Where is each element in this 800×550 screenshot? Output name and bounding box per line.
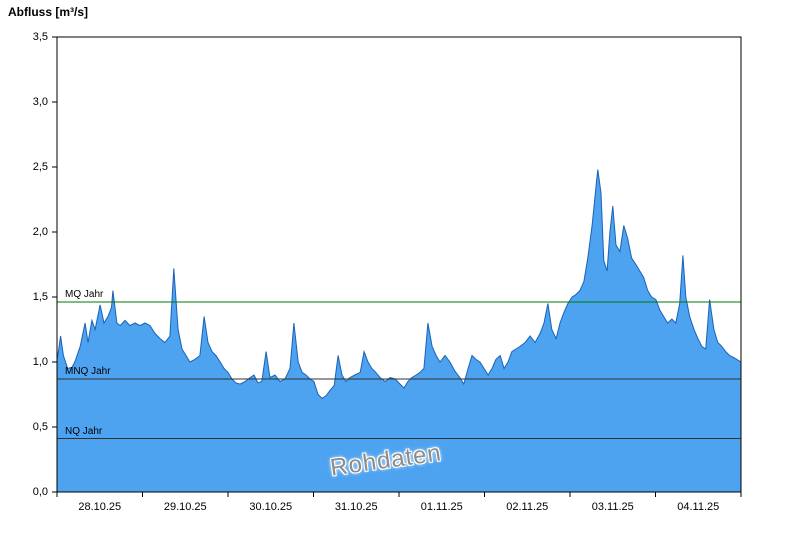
- x-axis-tick-label: 31.10.25: [334, 501, 378, 513]
- x-axis-tick-label: 28.10.25: [78, 501, 122, 513]
- discharge-line: [56, 169, 742, 400]
- y-axis-tick-label: 2,0: [32, 226, 48, 238]
- y-axis-tick-label: 0,5: [32, 421, 48, 433]
- reference-line-label-nq-jahr: NQ Jahr: [65, 425, 103, 437]
- x-axis-tick-label: 04.11.25: [677, 501, 720, 513]
- y-axis-tick-label: 3,5: [32, 31, 48, 43]
- y-axis-tick-label: 1,0: [32, 356, 48, 368]
- x-axis-tick-label: 02.11.25: [506, 501, 549, 513]
- reference-line-label-mq-jahr: MQ Jahr: [65, 289, 104, 301]
- y-axis-tick-label: 0,0: [32, 486, 48, 498]
- y-axis-tick-label: 3,0: [32, 96, 48, 108]
- chart-title: Abfluss [m³/s]: [8, 5, 89, 19]
- reference-line-label-mnq-jahr: MNQ Jahr: [65, 365, 111, 377]
- x-axis-tick-label: 29.10.25: [163, 501, 207, 513]
- discharge-area: [57, 169, 741, 492]
- x-axis-tick-label: 03.11.25: [591, 501, 634, 513]
- x-axis-tick-label: 01.11.25: [420, 501, 463, 513]
- x-axis-tick-label: 30.10.25: [249, 501, 293, 513]
- y-axis-tick-label: 2,5: [32, 161, 48, 173]
- y-axis-tick-label: 1,5: [32, 291, 48, 303]
